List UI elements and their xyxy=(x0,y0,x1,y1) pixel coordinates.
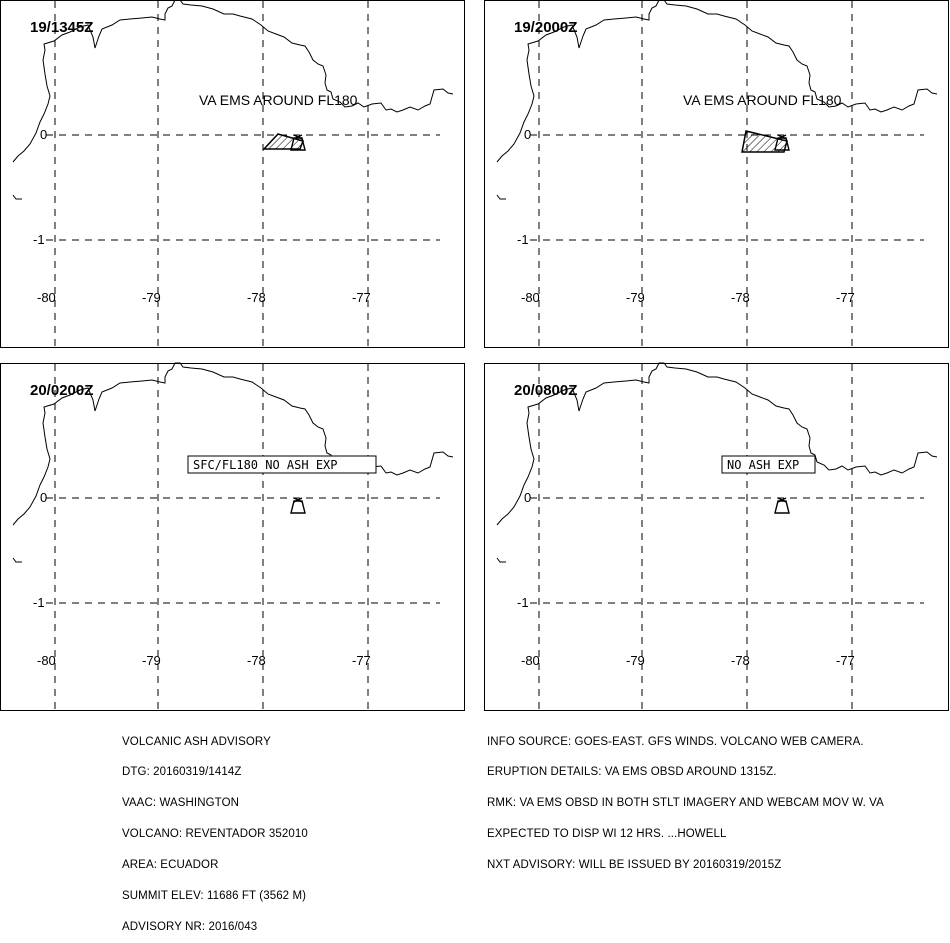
advisory-text-left: VOLCANIC ASH ADVISORY DTG: 20160319/1414… xyxy=(122,716,308,943)
advisory-area: AREA: ECUADOR xyxy=(122,859,219,872)
valid-time-label: 20/0200Z xyxy=(30,382,93,399)
longitude-tick-label: -79 xyxy=(142,653,161,668)
panel-frame xyxy=(0,0,465,348)
advisory-eruption-details: ERUPTION DETAILS: VA EMS OBSD AROUND 131… xyxy=(487,766,777,779)
longitude-tick-label: -80 xyxy=(521,290,540,305)
advisory-dtg: DTG: 20160319/1414Z xyxy=(122,766,242,779)
latitude-tick-label: 0 xyxy=(524,127,531,142)
advisory-info-source: INFO SOURCE: GOES-EAST. GFS WINDS. VOLCA… xyxy=(487,735,864,748)
map-svg: 0 -1 -80 -79 -78 -77 20/0200Z SFC/FL180 NO ASH … xyxy=(0,362,465,711)
latitude-tick-label: 0 xyxy=(40,490,47,505)
country-border-line xyxy=(496,0,938,163)
latitude-tick-label: -1 xyxy=(517,232,529,247)
advisory-title: VOLCANIC ASH ADVISORY xyxy=(122,735,271,748)
longitude-tick-label: -80 xyxy=(37,653,56,668)
forecast-panel-3: 0 -1 -80 -79 -78 -77 20/0200Z SFC/FL180 NO ASH … xyxy=(0,362,465,711)
forecast-panel-4: 0 -1 -80 -79 -78 -77 20/0800Z NO ASH EXP xyxy=(484,362,949,711)
map-svg: 0 -1 -80 -79 -78 -77 19/1345Z VA EMS AROUND FL1… xyxy=(0,0,465,348)
valid-time-label: 19/2000Z xyxy=(514,19,577,36)
forecast-panel-1: 0 -1 -80 -79 -78 -77 19/1345Z VA EMS AROUND FL1… xyxy=(0,0,465,348)
advisory-vaac: VAAC: WASHINGTON xyxy=(122,797,240,810)
advisory-number: ADVISORY NR: 2016/043 xyxy=(122,920,258,933)
longitude-tick-label: -78 xyxy=(247,290,266,305)
volcano-icon xyxy=(774,497,790,514)
longitude-tick-label: -78 xyxy=(731,290,750,305)
forecast-label: VA EMS AROUND FL180 xyxy=(199,92,358,108)
longitude-tick-label: -77 xyxy=(836,653,855,668)
country-border-line xyxy=(496,362,938,526)
longitude-tick-label: -77 xyxy=(352,290,371,305)
volcano-icon xyxy=(290,134,306,151)
longitude-tick-label: -78 xyxy=(247,653,266,668)
volcano-icon xyxy=(290,497,306,514)
map-svg: 0 -1 -80 -79 -78 -77 19/2000Z VA EMS AROUND FL1… xyxy=(484,0,949,348)
coastline-fragment xyxy=(496,557,506,563)
volcano-icon xyxy=(774,134,790,151)
coastline-fragment xyxy=(12,557,22,563)
latitude-tick-label: -1 xyxy=(33,232,45,247)
longitude-tick-label: -77 xyxy=(352,653,371,668)
panel-frame xyxy=(484,0,949,348)
forecast-label-box xyxy=(187,455,377,474)
longitude-tick-label: -80 xyxy=(37,290,56,305)
forecast-label: SFC/FL180 NO ASH EXP xyxy=(193,458,338,472)
country-border-line xyxy=(12,0,454,163)
latitude-tick-label: -1 xyxy=(33,595,45,610)
advisory-summit-elev: SUMMIT ELEV: 11686 FT (3562 M) xyxy=(122,890,307,903)
map-svg: 0 -1 -80 -79 -78 -77 20/0800Z NO ASH EXP xyxy=(484,362,949,711)
latitude-tick-label: -1 xyxy=(517,595,529,610)
longitude-tick-label: -80 xyxy=(521,653,540,668)
valid-time-label: 19/1345Z xyxy=(30,19,93,36)
latitude-tick-label: 0 xyxy=(524,490,531,505)
longitude-tick-label: -77 xyxy=(836,290,855,305)
panel-frame xyxy=(484,363,949,711)
forecast-panel-2: 0 -1 -80 -79 -78 -77 19/2000Z VA EMS AROUND FL1… xyxy=(484,0,949,348)
valid-time-label: 20/0800Z xyxy=(514,382,577,399)
advisory-remarks-cont: EXPECTED TO DISP WI 12 HRS. ...HOWELL xyxy=(487,828,727,841)
longitude-tick-label: -79 xyxy=(142,290,161,305)
advisory-text-right: INFO SOURCE: GOES-EAST. GFS WINDS. VOLCA… xyxy=(487,716,884,881)
advisory-next: NXT ADVISORY: WILL BE ISSUED BY 20160319… xyxy=(487,859,782,872)
panel-frame xyxy=(0,363,465,711)
coastline-fragment xyxy=(12,194,22,200)
advisory-volcano: VOLCANO: REVENTADOR 352010 xyxy=(122,828,308,841)
forecast-label: NO ASH EXP xyxy=(727,458,799,472)
advisory-remarks: RMK: VA EMS OBSD IN BOTH STLT IMAGERY AN… xyxy=(487,797,884,810)
forecast-label-box xyxy=(721,455,816,474)
longitude-tick-label: -79 xyxy=(626,653,645,668)
forecast-label: VA EMS AROUND FL180 xyxy=(683,92,842,108)
coastline-fragment xyxy=(496,194,506,200)
longitude-tick-label: -79 xyxy=(626,290,645,305)
latitude-tick-label: 0 xyxy=(40,127,47,142)
longitude-tick-label: -78 xyxy=(731,653,750,668)
